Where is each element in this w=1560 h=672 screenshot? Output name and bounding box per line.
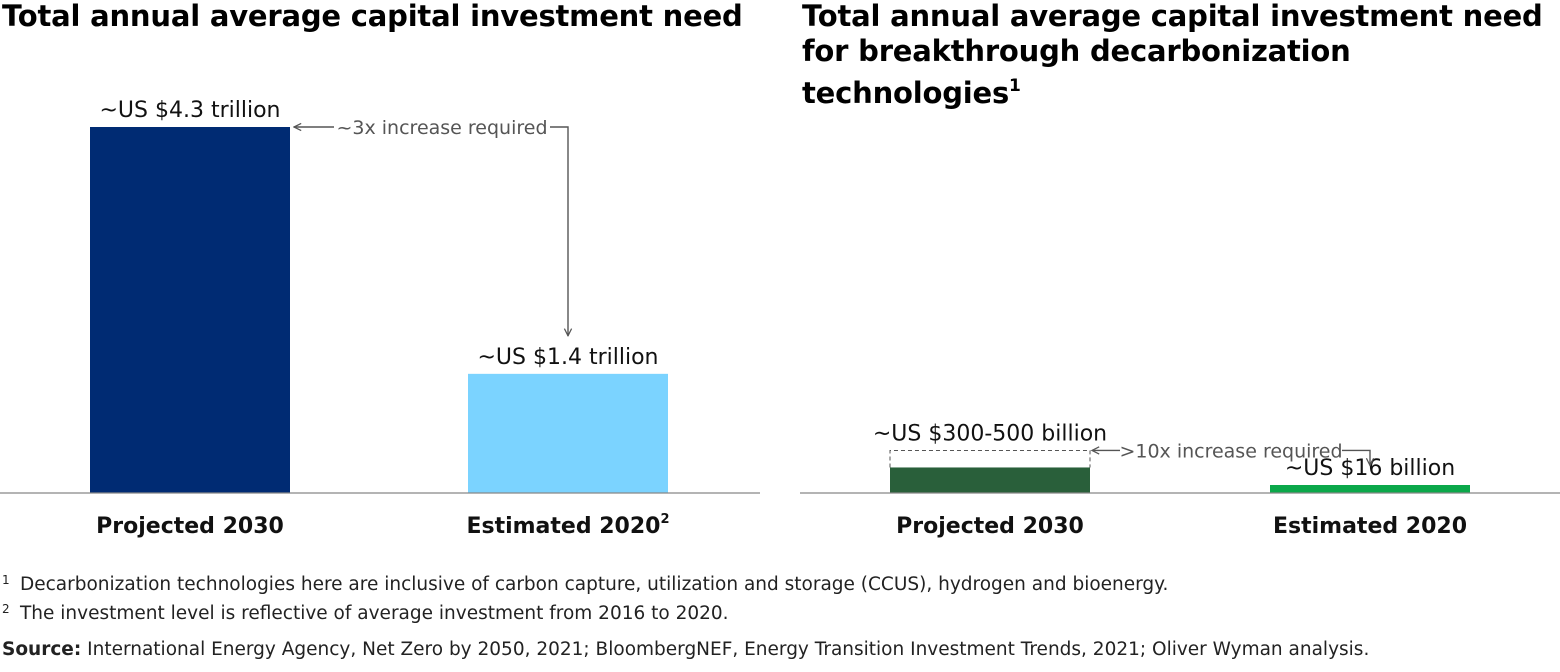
- value-label: ~US $300-500 billion: [873, 421, 1107, 446]
- annotation-arrow-down: [1342, 449, 1370, 465]
- footnote-text: Decarbonization technologies here are in…: [20, 574, 1169, 595]
- annotation-label: >10x increase required: [1119, 440, 1342, 462]
- chart-left-title: Total annual average capital investment …: [2, 0, 743, 33]
- chart-right: ~US $300-500 billion~US $16 billionProje…: [800, 421, 1560, 539]
- footnote-marker: 2: [2, 602, 10, 616]
- bar-estimated-2020: [468, 373, 668, 493]
- source-text: International Energy Agency, Net Zero by…: [87, 639, 1370, 660]
- category-label: Estimated 2020: [1273, 514, 1467, 539]
- source-note: Source: International Energy Agency, Net…: [2, 639, 1369, 660]
- annotation-arrow-down: [550, 126, 568, 336]
- footnote-text: The investment level is reflective of av…: [20, 603, 729, 624]
- bar-estimated-2020: [1270, 485, 1470, 493]
- footnote-1: 1 Decarbonization technologies here are i…: [2, 573, 1168, 595]
- annotation-label: ~3x increase required: [336, 117, 547, 139]
- category-label: Projected 2030: [896, 514, 1084, 539]
- chart-left: ~US $4.3 trillion ~US $1.4 trillion Projec…: [0, 98, 760, 539]
- range-upper-bound-box: [889, 449, 1091, 468]
- category-footnote-marker: 2: [660, 512, 669, 527]
- chart-right-title: Total annual average capital investment …: [802, 0, 1543, 110]
- source-label: Source:: [2, 639, 82, 660]
- value-label: ~US $1.4 trillion: [478, 345, 659, 370]
- category-label: Estimated 20202: [466, 512, 669, 539]
- title-footnote-marker: 1: [1009, 76, 1021, 96]
- category-label: Projected 2030: [96, 514, 284, 539]
- bar-projected-2030: [890, 467, 1090, 493]
- bar-projected-2030: [90, 127, 290, 493]
- footnote-marker: 1: [2, 573, 10, 587]
- value-label: ~US $4.3 trillion: [100, 98, 281, 123]
- footnote-2: 2 The investment level is reflective of a…: [2, 602, 729, 624]
